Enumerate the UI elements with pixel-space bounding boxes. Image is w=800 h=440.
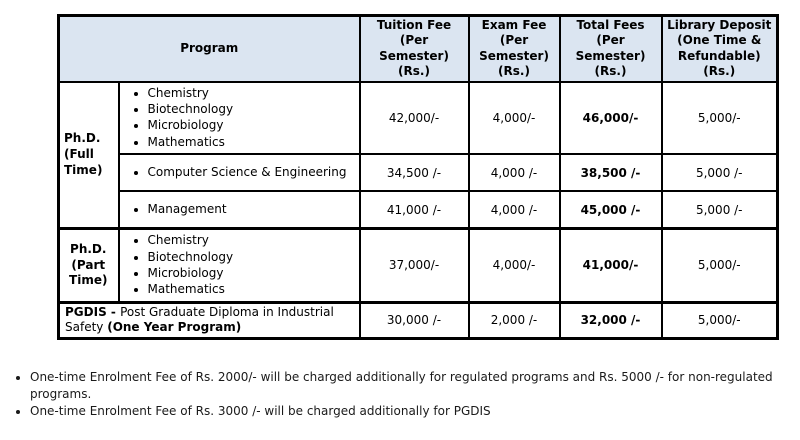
program-item: Microbiology: [148, 118, 357, 134]
group-label-phd-full-time: Ph.D. (Full Time): [57, 80, 120, 230]
table-header-row: Program Tuition Fee (Per Semester) (Rs.)…: [57, 14, 779, 83]
program-item: Chemistry: [148, 86, 357, 102]
program-item: Biotechnology: [148, 249, 357, 265]
library-deposit-value: 5,000/-: [660, 80, 779, 156]
program-list: Computer Science & Engineering: [122, 165, 357, 181]
exam-fee-value: 4,000 /-: [467, 190, 561, 230]
program-item: Management: [148, 202, 357, 218]
header-exam-fee: Exam Fee (Per Semester) (Rs.): [467, 14, 561, 83]
tuition-fee-value: 30,000 /-: [358, 300, 470, 340]
program-item: Microbiology: [148, 265, 357, 281]
header-total-fees: Total Fees (Per Semester) (Rs.): [558, 14, 663, 83]
table-row: Computer Science & Engineering 34,500 /-…: [59, 153, 779, 193]
library-deposit-value: 5,000 /-: [660, 190, 779, 230]
table-row: Ph.D. (Part Time) Chemistry Biotechnolog…: [57, 226, 779, 304]
total-fees-value: 32,000 /-: [558, 300, 663, 340]
library-deposit-value: 5,000 /-: [660, 153, 779, 193]
pgdis-program-title: PGDIS - Post Graduate Diploma in Industr…: [57, 300, 361, 340]
pgdis-title-bold-suffix: (One Year Program): [107, 320, 242, 335]
table-row: Ph.D. (Full Time) Chemistry Biotechnolog…: [57, 80, 779, 230]
exam-fee-value: 4,000 /-: [467, 153, 561, 193]
total-fees-value: 45,000 /-: [558, 190, 663, 230]
tuition-fee-value: 37,000/-: [358, 226, 470, 304]
library-deposit-value: 5,000/-: [660, 226, 779, 304]
total-fees-value: 38,500 /-: [558, 153, 663, 193]
program-list: Chemistry Biotechnology Microbiology Mat…: [122, 86, 357, 151]
program-item: Computer Science & Engineering: [148, 165, 357, 181]
header-program: Program: [57, 14, 361, 83]
footnote-item: One-time Enrolment Fee of Rs. 3000 /- wi…: [30, 403, 788, 420]
table-row: Management 41,000 /- 4,000 /- 45,000 /- …: [59, 190, 779, 230]
pgdis-title-bold-prefix: PGDIS -: [65, 304, 121, 319]
header-library-deposit: Library Deposit (One Time & Refundable) …: [660, 14, 779, 83]
total-fees-value: 46,000/-: [558, 80, 663, 156]
program-list: Management: [122, 202, 357, 218]
footnote-item: One-time Enrolment Fee of Rs. 2000/- wil…: [30, 369, 788, 403]
program-item: Mathematics: [148, 134, 357, 150]
pgdis-title-regular: Post Graduate Diploma in Industrial Safe…: [65, 304, 334, 335]
group-label-phd-part-time: Ph.D. (Part Time): [57, 226, 120, 304]
program-list-cell: Chemistry Biotechnology Microbiology Mat…: [117, 226, 361, 304]
tuition-fee-value: 41,000 /-: [358, 190, 470, 230]
exam-fee-value: 4,000/-: [467, 226, 561, 304]
tuition-fee-value: 42,000/-: [358, 80, 470, 156]
program-item: Mathematics: [148, 282, 357, 298]
footnotes: One-time Enrolment Fee of Rs. 2000/- wil…: [10, 369, 788, 419]
program-list-cell: Management: [117, 190, 361, 230]
program-item: Chemistry: [148, 233, 357, 249]
program-list: Chemistry Biotechnology Microbiology Mat…: [122, 233, 357, 298]
library-deposit-value: 5,000/-: [660, 300, 779, 340]
program-list-cell: Computer Science & Engineering: [117, 153, 361, 193]
total-fees-value: 41,000/-: [558, 226, 663, 304]
exam-fee-value: 4,000/-: [467, 80, 561, 156]
fee-structure-table: Program Tuition Fee (Per Semester) (Rs.)…: [57, 14, 779, 341]
exam-fee-value: 2,000 /-: [467, 300, 561, 340]
header-tuition-fee: Tuition Fee (Per Semester) (Rs.): [358, 14, 470, 83]
program-list-cell: Chemistry Biotechnology Microbiology Mat…: [117, 80, 361, 156]
table-row-pgdis: PGDIS - Post Graduate Diploma in Industr…: [57, 300, 779, 340]
tuition-fee-value: 34,500 /-: [358, 153, 470, 193]
footnote-list: One-time Enrolment Fee of Rs. 2000/- wil…: [10, 369, 788, 419]
program-item: Biotechnology: [148, 102, 357, 118]
